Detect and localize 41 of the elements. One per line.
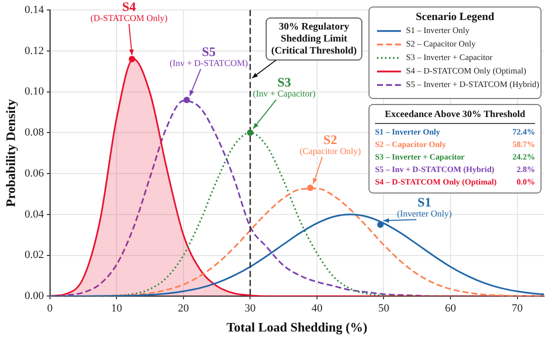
- x-axis-title: Total Load Shedding (%): [226, 320, 368, 335]
- legend-title: Scenario Legend: [416, 10, 494, 23]
- annotation: Exceedance Above 30% Threshold: [384, 110, 526, 120]
- annotation: S3 – Inverter + Capacitor: [375, 152, 465, 162]
- annotation: 0.0%: [516, 178, 535, 187]
- annotation: S5 – Inv + D-STATCOM (Hybrid): [375, 165, 494, 174]
- legend-label: S5 – Inverter + D-STATCOM (Hybrid): [406, 79, 540, 90]
- ref-line-label: 30% Regulatory Shedding Limit (Critical Threshold): [271, 22, 357, 57]
- annotation: S3 (Inv + Capacitor): [252, 74, 316, 99]
- x-tick-label: 10: [111, 302, 123, 315]
- x-tick-label: 40: [311, 302, 323, 315]
- annotation: 2.8%: [516, 165, 535, 174]
- annotation: S2 (Capacitor Only): [300, 132, 361, 156]
- annotation: S1 (Inverter Only): [397, 194, 452, 219]
- legend-label: S2 – Capacitor Only: [406, 38, 476, 49]
- x-tick-label: 0: [47, 302, 54, 315]
- annotation: S2 – Capacitor Only: [375, 140, 447, 150]
- annotation: 58.7%: [512, 140, 535, 150]
- annotation: 24.2%: [512, 152, 535, 162]
- y-tick-label: 0.02: [24, 249, 44, 262]
- y-axis-title: Probability Density: [3, 98, 18, 207]
- y-tick-label: 0.04: [24, 208, 44, 220]
- legend-label: S1 – Inverter Only: [406, 25, 470, 36]
- x-tick-label: 20: [178, 302, 190, 315]
- x-tick-label: 50: [378, 302, 390, 315]
- y-tick-label: 0.00: [24, 290, 44, 302]
- x-tick-label: 30: [244, 302, 256, 315]
- legend-label: S4 – D-STATCOM Only (Optimal): [406, 66, 526, 76]
- y-tick-label: 0.12: [24, 44, 44, 57]
- x-tick-label: 60: [445, 302, 457, 315]
- annotation: S4 – D-STATCOM Only (Optimal): [375, 178, 497, 187]
- x-tick-label: 70: [512, 302, 524, 315]
- y-tick-label: 0.08: [24, 126, 44, 139]
- annotation: S1 – Inverter Only: [375, 128, 442, 137]
- annotation: 72.4%: [512, 128, 535, 137]
- y-tick-label: 0.06: [24, 167, 44, 180]
- y-tick-label: 0.14: [24, 4, 44, 16]
- annotation: S5 (Inv + D-STATCOM): [170, 44, 248, 68]
- annotation: S4 (D-STATCOM Only): [90, 0, 168, 24]
- y-tick-label: 0.10: [24, 86, 44, 98]
- legend-label: S3 – Inverter + Capacitor: [406, 52, 493, 62]
